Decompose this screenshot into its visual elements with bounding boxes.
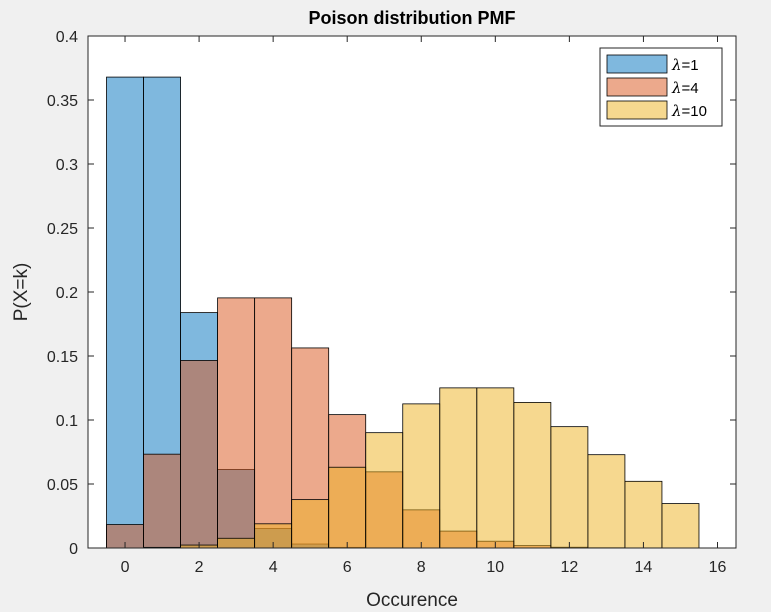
x-tick-label: 10 (486, 559, 504, 576)
y-tick-label: 0.05 (47, 477, 78, 494)
y-tick-label: 0.2 (56, 285, 78, 302)
bar-series3-k3 (217, 537, 256, 549)
bars-layer (106, 76, 700, 549)
x-axis: 0 2 4 6 8 10 12 14 16 (121, 36, 727, 576)
bar-series3-k12 (550, 426, 589, 549)
y-tick-label: 0.35 (47, 93, 78, 110)
lambda-symbol: λ (671, 79, 682, 97)
x-tick-label: 2 (195, 559, 204, 576)
x-axis-label: Occurence (366, 590, 458, 611)
legend-label-series1: λ=1 (671, 56, 699, 74)
bar-series2-k1 (143, 453, 181, 549)
x-tick-label: 4 (269, 559, 278, 576)
y-tick-label: 0.25 (47, 221, 78, 238)
bar-series3-k9 (439, 387, 478, 549)
bar-series3-k15 (661, 503, 700, 549)
legend-label-series3: λ=10 (671, 102, 707, 120)
y-tick-label: 0.15 (47, 349, 78, 366)
x-tick-label: 16 (709, 559, 727, 576)
legend-swatch-series1 (606, 54, 668, 74)
x-tick-label: 0 (121, 559, 130, 576)
bar-series3-k10 (476, 387, 515, 549)
legend-value: =4 (682, 80, 699, 97)
y-tick-label: 0.3 (56, 157, 78, 174)
legend-value: =10 (682, 103, 707, 120)
bar-series3-k11 (513, 402, 552, 549)
bar-series2-k2 (180, 360, 218, 549)
bar-series2-k4 (254, 297, 293, 549)
x-tick-label: 8 (417, 559, 426, 576)
bar-series3-k14 (624, 480, 663, 549)
legend-swatch-series2 (606, 77, 668, 97)
lambda-symbol: λ (671, 102, 682, 120)
chart-title: Poison distribution PMF (309, 8, 516, 28)
bar-series2-k3 (217, 297, 256, 549)
legend-swatch-series3 (606, 100, 668, 120)
bar-series3-k5 (291, 499, 330, 549)
y-tick-label: 0.4 (56, 29, 78, 46)
bar-series3-k6 (328, 466, 367, 549)
bar-series3-k13 (587, 454, 626, 549)
bar-series3-k8 (402, 403, 441, 549)
legend-value: =1 (682, 57, 699, 74)
legend-label-series2: λ=4 (671, 79, 699, 97)
y-tick-label: 0.1 (56, 413, 78, 430)
lambda-symbol: λ (671, 56, 682, 74)
y-axis-label: P(X=k) (11, 263, 32, 322)
x-tick-label: 14 (635, 559, 653, 576)
bar-series1-k0 (106, 76, 144, 549)
legend: λ=1λ=4λ=10 (599, 47, 723, 127)
x-tick-label: 12 (560, 559, 578, 576)
bar-series3-k7 (365, 432, 404, 549)
x-tick-label: 6 (343, 559, 352, 576)
y-axis: 0 0.05 0.1 0.15 0.2 0.25 0.3 0.35 0.4 (47, 29, 736, 558)
y-tick-label: 0 (69, 541, 78, 558)
